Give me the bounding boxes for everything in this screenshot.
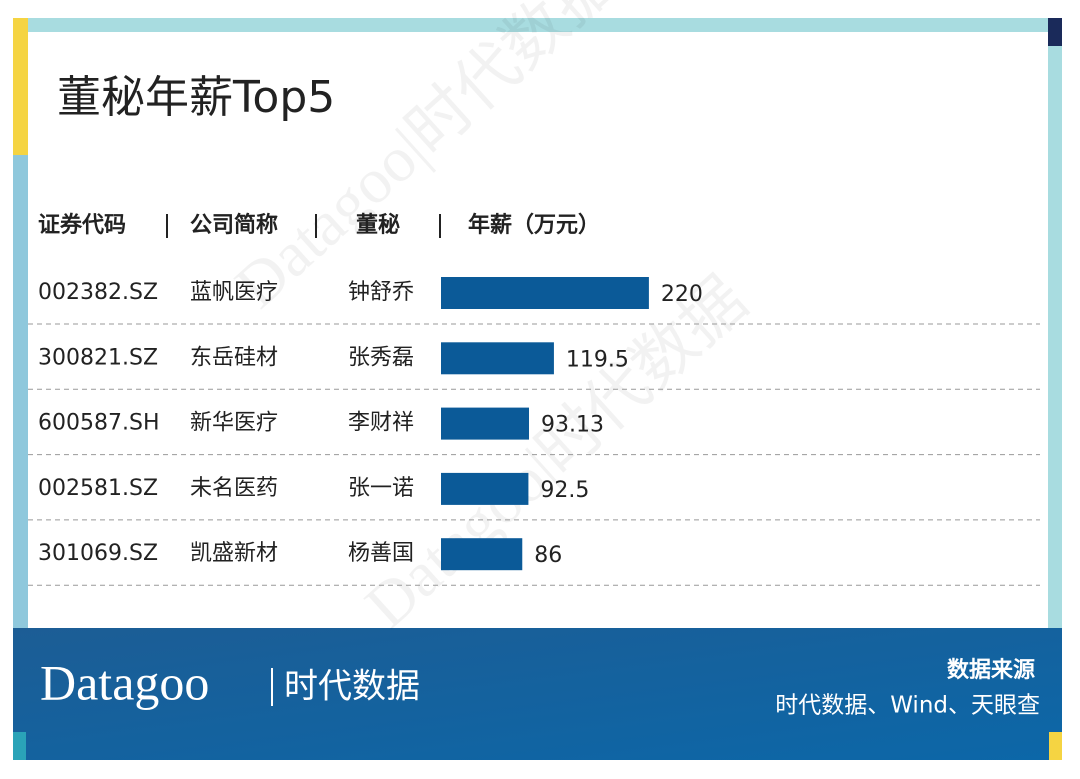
company: 未名医药 xyxy=(190,476,278,501)
bar xyxy=(441,277,649,309)
secretary: 杨善国 xyxy=(348,541,414,566)
company: 凯盛新材 xyxy=(190,541,278,566)
value-label: 220 xyxy=(661,282,703,307)
bar xyxy=(441,407,530,440)
source: 时代数据、Wind、天眼查 xyxy=(775,693,1040,719)
company: 新华医疗 xyxy=(190,411,278,436)
secretary: 钟舒乔 xyxy=(348,280,414,305)
corner-yellow xyxy=(1049,732,1062,760)
title: 董秘年薪Top5 xyxy=(57,72,335,123)
stock-code: 301069.SZ xyxy=(38,541,158,566)
value-label: 86 xyxy=(534,543,562,568)
left-strip-blue xyxy=(13,155,28,760)
bar xyxy=(441,472,529,505)
secretary: 张秀磊 xyxy=(348,345,414,370)
company: 东岳硅材 xyxy=(190,345,278,370)
right-strip xyxy=(1048,18,1062,760)
column-header: 公司简称 xyxy=(190,212,278,238)
stock-code: 002382.SZ xyxy=(38,280,158,305)
right-strip-dark xyxy=(1048,18,1062,46)
corner-teal xyxy=(13,732,26,760)
source-title: 数据来源 xyxy=(947,657,1035,683)
brand-cn: 时代数据 xyxy=(284,667,420,707)
value-label: 92.5 xyxy=(540,478,589,503)
company: 蓝帆医疗 xyxy=(190,280,278,305)
column-header: 证券代码 xyxy=(38,212,126,238)
stock-code: 300821.SZ xyxy=(38,345,158,370)
secretary: 李财祥 xyxy=(348,411,414,436)
stock-code: 002581.SZ xyxy=(38,476,158,501)
column-header: 年薪（万元） xyxy=(468,212,600,238)
footer-band xyxy=(13,628,1062,760)
table: 证券代码 公司简称 董秘 年薪（万元） 002382.SZ 蓝帆医疗 钟舒乔 220 30082… xyxy=(28,212,1040,586)
top-strip xyxy=(13,18,1062,32)
bar xyxy=(441,538,523,571)
left-strip-yellow xyxy=(13,18,28,155)
stock-code: 600587.SH xyxy=(38,411,159,436)
brand: Datagoo xyxy=(40,654,209,710)
bar xyxy=(441,342,554,375)
value-label: 119.5 xyxy=(566,347,629,372)
column-header: 董秘 xyxy=(356,212,400,238)
value-label: 93.13 xyxy=(541,413,604,438)
card xyxy=(28,32,1048,628)
secretary: 张一诺 xyxy=(348,476,414,501)
